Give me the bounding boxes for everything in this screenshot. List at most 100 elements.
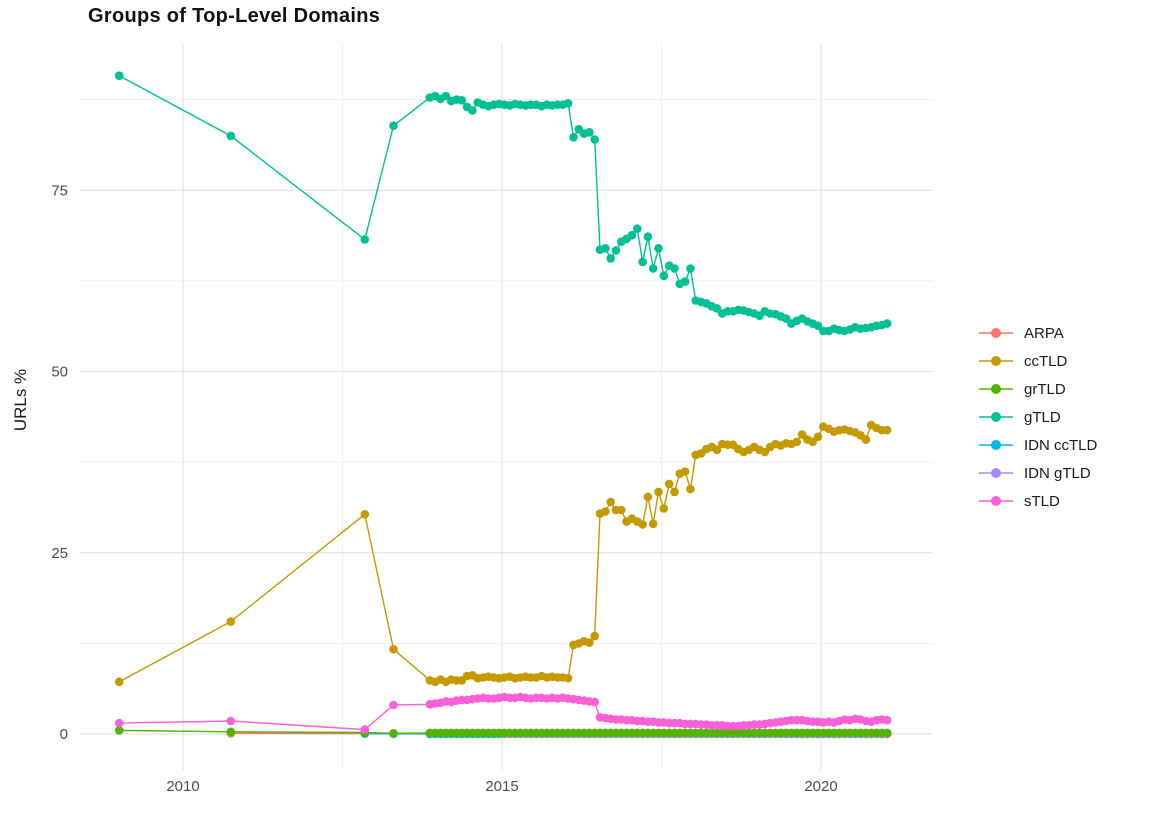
legend-key-gtld xyxy=(979,408,1013,426)
data-point-cctld xyxy=(712,445,722,455)
y-tick-label: 0 xyxy=(60,726,68,743)
legend-item-gtld: gTLD xyxy=(979,408,1097,426)
chart-title: Groups of Top-Level Domains xyxy=(88,5,381,27)
data-point-gtld xyxy=(882,319,892,328)
data-point-stld xyxy=(114,718,124,728)
data-point-cctld xyxy=(760,447,770,457)
data-point-gtld xyxy=(686,264,695,273)
data-point-cctld xyxy=(648,519,658,529)
data-point-cctld xyxy=(792,437,802,447)
y-axis-title: URLs % xyxy=(11,368,30,432)
legend-item-arpa: ARPA xyxy=(979,324,1097,342)
data-point-gtld xyxy=(654,244,663,253)
data-point-cctld xyxy=(601,507,610,516)
data-point-stld xyxy=(882,715,892,725)
data-point-gtld xyxy=(114,71,124,80)
data-point-cctld xyxy=(813,432,823,442)
legend-item-idn-gtld: IDN gTLD xyxy=(979,464,1097,482)
data-point-gtld xyxy=(585,128,594,137)
data-point-grtld xyxy=(226,727,236,737)
legend-key-cctld xyxy=(979,352,1013,370)
data-point-cctld xyxy=(686,484,695,494)
legend-item-cctld: ccTLD xyxy=(979,352,1097,370)
y-tick-label: 50 xyxy=(51,364,68,381)
legend-item-idn-cctld: IDN ccTLD xyxy=(979,436,1097,454)
legend-key-idn-gtld xyxy=(979,464,1013,482)
legend-key-idn-cctld xyxy=(979,436,1013,454)
data-point-gtld xyxy=(468,106,477,115)
x-tick-label: 2015 xyxy=(485,778,518,795)
data-point-cctld xyxy=(114,677,124,687)
legend-item-stld: sTLD xyxy=(979,492,1097,510)
legend-key-arpa xyxy=(979,324,1013,342)
data-point-gtld xyxy=(569,133,578,142)
x-tick-label: 2010 xyxy=(166,778,199,795)
legend-item-grtld: grTLD xyxy=(979,380,1097,398)
data-point-cctld xyxy=(226,617,236,626)
data-point-cctld xyxy=(664,479,674,489)
data-point-gtld xyxy=(360,235,370,244)
series-line-gtld xyxy=(118,75,888,332)
data-point-grtld xyxy=(882,728,892,738)
data-point-gtld xyxy=(590,135,599,144)
data-point-cctld xyxy=(606,497,615,507)
data-point-gtld xyxy=(563,99,573,108)
data-point-gtld xyxy=(226,131,236,141)
x-tick-label: 2020 xyxy=(804,778,837,795)
y-tick-label: 75 xyxy=(51,182,68,199)
legend-key-stld xyxy=(979,492,1013,510)
legend-dot-icon xyxy=(991,356,1001,366)
data-point-stld xyxy=(389,700,398,710)
data-point-stld xyxy=(360,725,370,734)
data-point-gtld xyxy=(813,321,823,331)
y-tick-label: 25 xyxy=(51,545,68,562)
legend-label: ARPA xyxy=(1024,324,1064,342)
data-point-gtld xyxy=(633,224,642,233)
data-point-cctld xyxy=(861,435,871,444)
data-point-cctld xyxy=(882,425,892,435)
legend-label: IDN ccTLD xyxy=(1024,436,1098,454)
data-point-gtld xyxy=(606,254,615,263)
data-point-gtld xyxy=(638,257,647,267)
data-point-gtld xyxy=(389,121,398,130)
data-point-cctld xyxy=(680,467,690,476)
data-point-gtld xyxy=(457,96,467,105)
legend-label: IDN gTLD xyxy=(1024,464,1091,482)
data-point-cctld xyxy=(659,504,669,513)
data-point-gtld xyxy=(611,246,621,255)
data-point-gtld xyxy=(441,91,451,101)
data-point-cctld xyxy=(360,510,370,519)
data-point-gtld xyxy=(680,277,690,286)
data-point-cctld xyxy=(638,520,647,529)
data-point-cctld xyxy=(670,487,679,497)
data-point-gtld xyxy=(627,230,637,240)
data-point-cctld xyxy=(643,492,653,502)
data-point-stld xyxy=(226,716,236,726)
data-point-grtld xyxy=(114,726,124,735)
legend-key-grtld xyxy=(979,380,1013,398)
legend-dot-icon xyxy=(991,384,1001,394)
legend-label: grTLD xyxy=(1024,380,1066,398)
data-point-cctld xyxy=(654,487,663,497)
data-point-cctld xyxy=(389,644,398,654)
data-point-gtld xyxy=(712,304,722,313)
legend-dot-icon xyxy=(991,496,1001,506)
legend: ARPA ccTLD grTLD gTLD IDN ccTLD IDN gTLD sTLD xyxy=(979,324,1097,510)
legend-dot-icon xyxy=(991,440,1001,450)
data-point-gtld xyxy=(601,244,610,253)
data-point-gtld xyxy=(670,264,679,273)
legend-dot-icon xyxy=(991,412,1001,422)
data-point-stld xyxy=(590,697,599,707)
legend-label: sTLD xyxy=(1024,492,1060,510)
legend-label: gTLD xyxy=(1024,408,1061,426)
data-point-cctld xyxy=(590,631,599,641)
data-point-gtld xyxy=(643,232,653,241)
legend-dot-icon xyxy=(991,468,1001,478)
legend-label: ccTLD xyxy=(1024,352,1068,370)
data-point-cctld xyxy=(563,673,573,683)
data-point-cctld xyxy=(617,505,626,515)
legend-dot-icon xyxy=(991,328,1001,338)
data-point-cctld xyxy=(585,638,594,647)
